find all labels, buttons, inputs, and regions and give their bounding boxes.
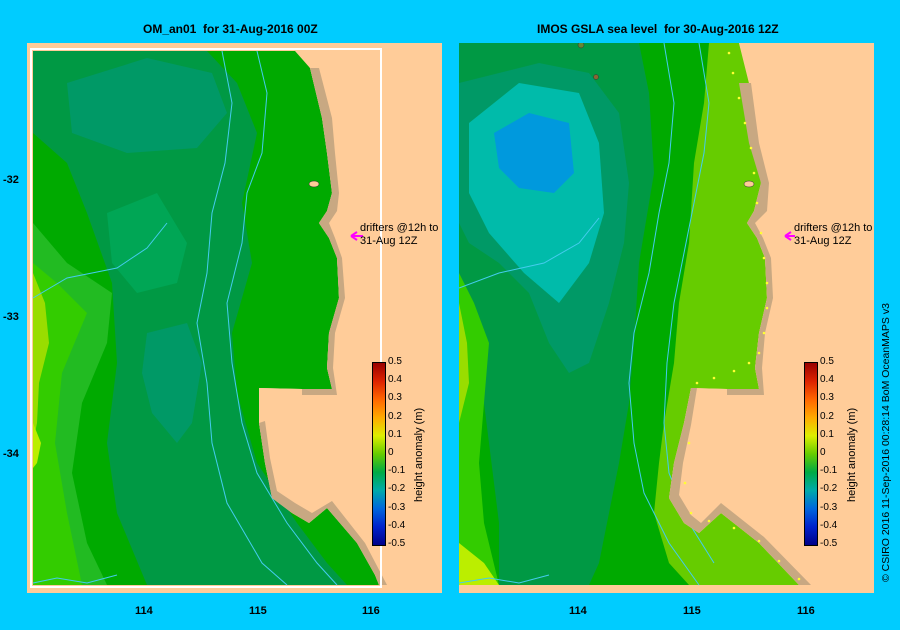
drifter-note: drifters @12h to 31-Aug 12Z [794, 222, 872, 248]
left-map [27, 43, 442, 593]
colorbar [372, 362, 386, 546]
colorbar-label: 0.1 [388, 428, 402, 440]
left-map-svg [30, 43, 442, 593]
drifter-note-line: 31-Aug 12Z [794, 235, 852, 247]
colorbar-label: 0.5 [820, 356, 834, 367]
eddy-top [67, 58, 227, 153]
y-tick-label: -34 [3, 448, 19, 460]
contour-line [196, 50, 288, 586]
band-left-yellow [459, 303, 469, 423]
colorbar-label: 0.1 [820, 428, 834, 440]
colorbar-label: 0.2 [820, 410, 834, 422]
land-mass [259, 43, 442, 593]
altimetry-track [683, 51, 801, 581]
drifter-arrow [350, 231, 363, 241]
colorbar-label: -0.5 [388, 538, 406, 549]
colorbar-label: -0.5 [820, 538, 838, 549]
y-tick-label: -33 [3, 311, 19, 323]
island [743, 180, 755, 188]
right-panel-title: IMOS GSLA sea level for 30-Aug-2016 12Z [537, 22, 779, 36]
colorbar-label: -0.3 [820, 501, 838, 513]
colorbar-title: height anomaly (m) [413, 407, 425, 502]
drifter-note: drifters @12h to 31-Aug 12Z [360, 222, 438, 248]
colorbar-label: -0.1 [820, 465, 838, 477]
eddy-mid [142, 323, 202, 443]
band-yellow [33, 273, 49, 443]
contour-line [32, 222, 168, 299]
colorbar-label: 0.4 [388, 374, 402, 386]
right-map-svg [459, 43, 874, 593]
left-panel-title: OM_an01 for 31-Aug-2016 00Z [143, 22, 318, 36]
colorbar [804, 362, 818, 546]
drifter-note-line: drifters @12h to [360, 222, 439, 234]
colorbar-label: 0 [820, 447, 826, 458]
band-left-light [459, 273, 499, 585]
coast-strip [259, 421, 387, 585]
x-tick-label: 114 [569, 605, 587, 617]
x-tick-label: 114 [135, 605, 153, 617]
drifter-position [577, 43, 585, 49]
x-tick-label: 115 [683, 605, 701, 617]
colorbar-label: -0.3 [388, 501, 406, 513]
x-tick-label: 116 [362, 605, 380, 617]
colorbar-label: -0.4 [388, 519, 406, 531]
contour-line [226, 50, 338, 586]
coast-strip [302, 68, 345, 395]
contour-line [459, 217, 600, 289]
x-tick-label: 116 [797, 605, 815, 617]
right-map [459, 43, 874, 593]
drifter-arrow [784, 231, 795, 241]
colorbar-label: 0.2 [388, 410, 402, 422]
band-bottom-yellow [459, 543, 499, 585]
x-tick-label: 115 [249, 605, 267, 617]
drifter-note-line: drifters @12h to [794, 222, 873, 234]
colorbar-label: -0.2 [388, 483, 406, 495]
colorbar-label: 0.3 [820, 392, 834, 404]
colorbar-label: 0.3 [388, 392, 402, 404]
coast-strip [727, 83, 773, 395]
contour-line [32, 574, 118, 584]
contour-line [628, 43, 700, 586]
ocean-deep [107, 193, 187, 293]
drifter-note-line: 31-Aug 12Z [360, 235, 418, 247]
y-tick-label: -32 [3, 174, 19, 186]
colorbar-label: -0.4 [820, 519, 838, 531]
island [308, 180, 320, 188]
colorbar-label: -0.2 [820, 483, 838, 495]
colorbar-title: height anomaly (m) [846, 407, 858, 502]
band-yellow-2 [33, 423, 41, 468]
colorbar-label: 0 [388, 447, 394, 458]
credit-text: © CSIRO 2016 11-Sep-2016 00:28:14 BoM Oc… [880, 303, 892, 582]
colorbar-label: 0.4 [820, 374, 834, 386]
contour-line [459, 574, 550, 584]
colorbar-label: 0.5 [388, 356, 402, 367]
drifter-position [593, 74, 599, 80]
land-mass [669, 43, 874, 593]
colorbar-label: -0.1 [388, 465, 406, 477]
eddy-deep [494, 113, 574, 193]
band-mid [33, 51, 347, 585]
